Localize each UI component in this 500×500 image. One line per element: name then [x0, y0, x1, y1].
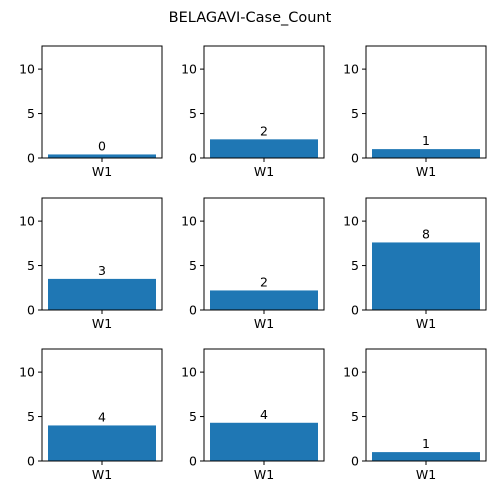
y-tick-label: 0 — [27, 454, 35, 469]
bar — [48, 425, 156, 461]
data-label: 4 — [98, 409, 106, 424]
subplot-panel: 4 W1 0 5 10 — [181, 348, 325, 482]
y-tick-label: 5 — [27, 106, 35, 121]
data-label: 8 — [422, 226, 430, 241]
x-tick-label: W1 — [416, 164, 436, 179]
axes-frame — [365, 348, 487, 462]
data-label: 4 — [260, 407, 268, 422]
data-label: 2 — [260, 274, 268, 289]
data-label: 1 — [422, 133, 430, 148]
subplot-panel: 2 W1 0 5 10 — [181, 197, 325, 331]
y-tick-label: 0 — [27, 151, 35, 166]
subplot-panel: 8 W1 0 5 10 — [343, 197, 487, 331]
y-tick-label: 10 — [343, 365, 359, 380]
y-tick-label: 5 — [189, 106, 197, 121]
y-tick-label: 10 — [343, 214, 359, 229]
y-tick-label: 0 — [351, 151, 359, 166]
subplot-panel: 4 W1 0 5 10 — [19, 348, 163, 482]
y-tick-label: 0 — [351, 303, 359, 318]
x-tick-label: W1 — [92, 316, 112, 331]
axes-frame — [203, 197, 325, 311]
subplot-panel: 0 W1 0 5 10 — [19, 45, 163, 179]
axes-frame — [41, 197, 163, 311]
x-tick-label: W1 — [416, 316, 436, 331]
subplot-panel: 3 W1 0 5 10 — [19, 197, 163, 331]
bar — [48, 278, 156, 310]
axes-frame — [203, 45, 325, 159]
y-tick-label: 10 — [19, 62, 35, 77]
y-tick-label: 0 — [189, 454, 197, 469]
y-tick-label: 5 — [351, 106, 359, 121]
data-label: 1 — [422, 436, 430, 451]
y-tick-label: 10 — [19, 214, 35, 229]
x-tick-label: W1 — [92, 164, 112, 179]
y-tick-label: 5 — [351, 409, 359, 424]
data-label: 3 — [98, 263, 106, 278]
chart-title: BELAGAVI-Case_Count — [169, 10, 332, 26]
data-label: 0 — [98, 138, 106, 153]
y-tick-label: 10 — [181, 62, 197, 77]
bar — [210, 139, 318, 158]
axes-frame — [41, 45, 163, 159]
y-tick-label: 5 — [189, 258, 197, 273]
y-tick-label: 10 — [181, 365, 197, 380]
subplot-panel: 1 W1 0 5 10 — [343, 45, 487, 179]
y-tick-label: 0 — [27, 303, 35, 318]
x-tick-label: W1 — [254, 467, 274, 482]
y-tick-label: 10 — [343, 62, 359, 77]
axes-frame — [41, 348, 163, 462]
x-tick-label: W1 — [254, 164, 274, 179]
x-tick-label: W1 — [254, 316, 274, 331]
y-tick-label: 10 — [19, 365, 35, 380]
y-tick-label: 5 — [351, 258, 359, 273]
y-tick-label: 0 — [351, 454, 359, 469]
y-tick-label: 5 — [27, 409, 35, 424]
bar — [372, 452, 480, 461]
y-tick-label: 0 — [189, 303, 197, 318]
bar — [372, 149, 480, 158]
subplot-panel: 2 W1 0 5 10 — [181, 45, 325, 179]
axes-frame — [203, 348, 325, 462]
data-label: 2 — [260, 123, 268, 138]
bar — [210, 290, 318, 310]
subplot-panel: 1 W1 0 5 10 — [343, 348, 487, 482]
y-tick-label: 0 — [189, 151, 197, 166]
y-tick-label: 5 — [27, 258, 35, 273]
x-tick-label: W1 — [92, 467, 112, 482]
bar — [372, 242, 480, 310]
bar — [48, 154, 156, 158]
axes-frame — [365, 197, 487, 311]
bar — [210, 422, 318, 461]
axes-frame — [365, 45, 487, 159]
x-tick-label: W1 — [416, 467, 436, 482]
y-tick-label: 10 — [181, 214, 197, 229]
y-tick-label: 5 — [189, 409, 197, 424]
